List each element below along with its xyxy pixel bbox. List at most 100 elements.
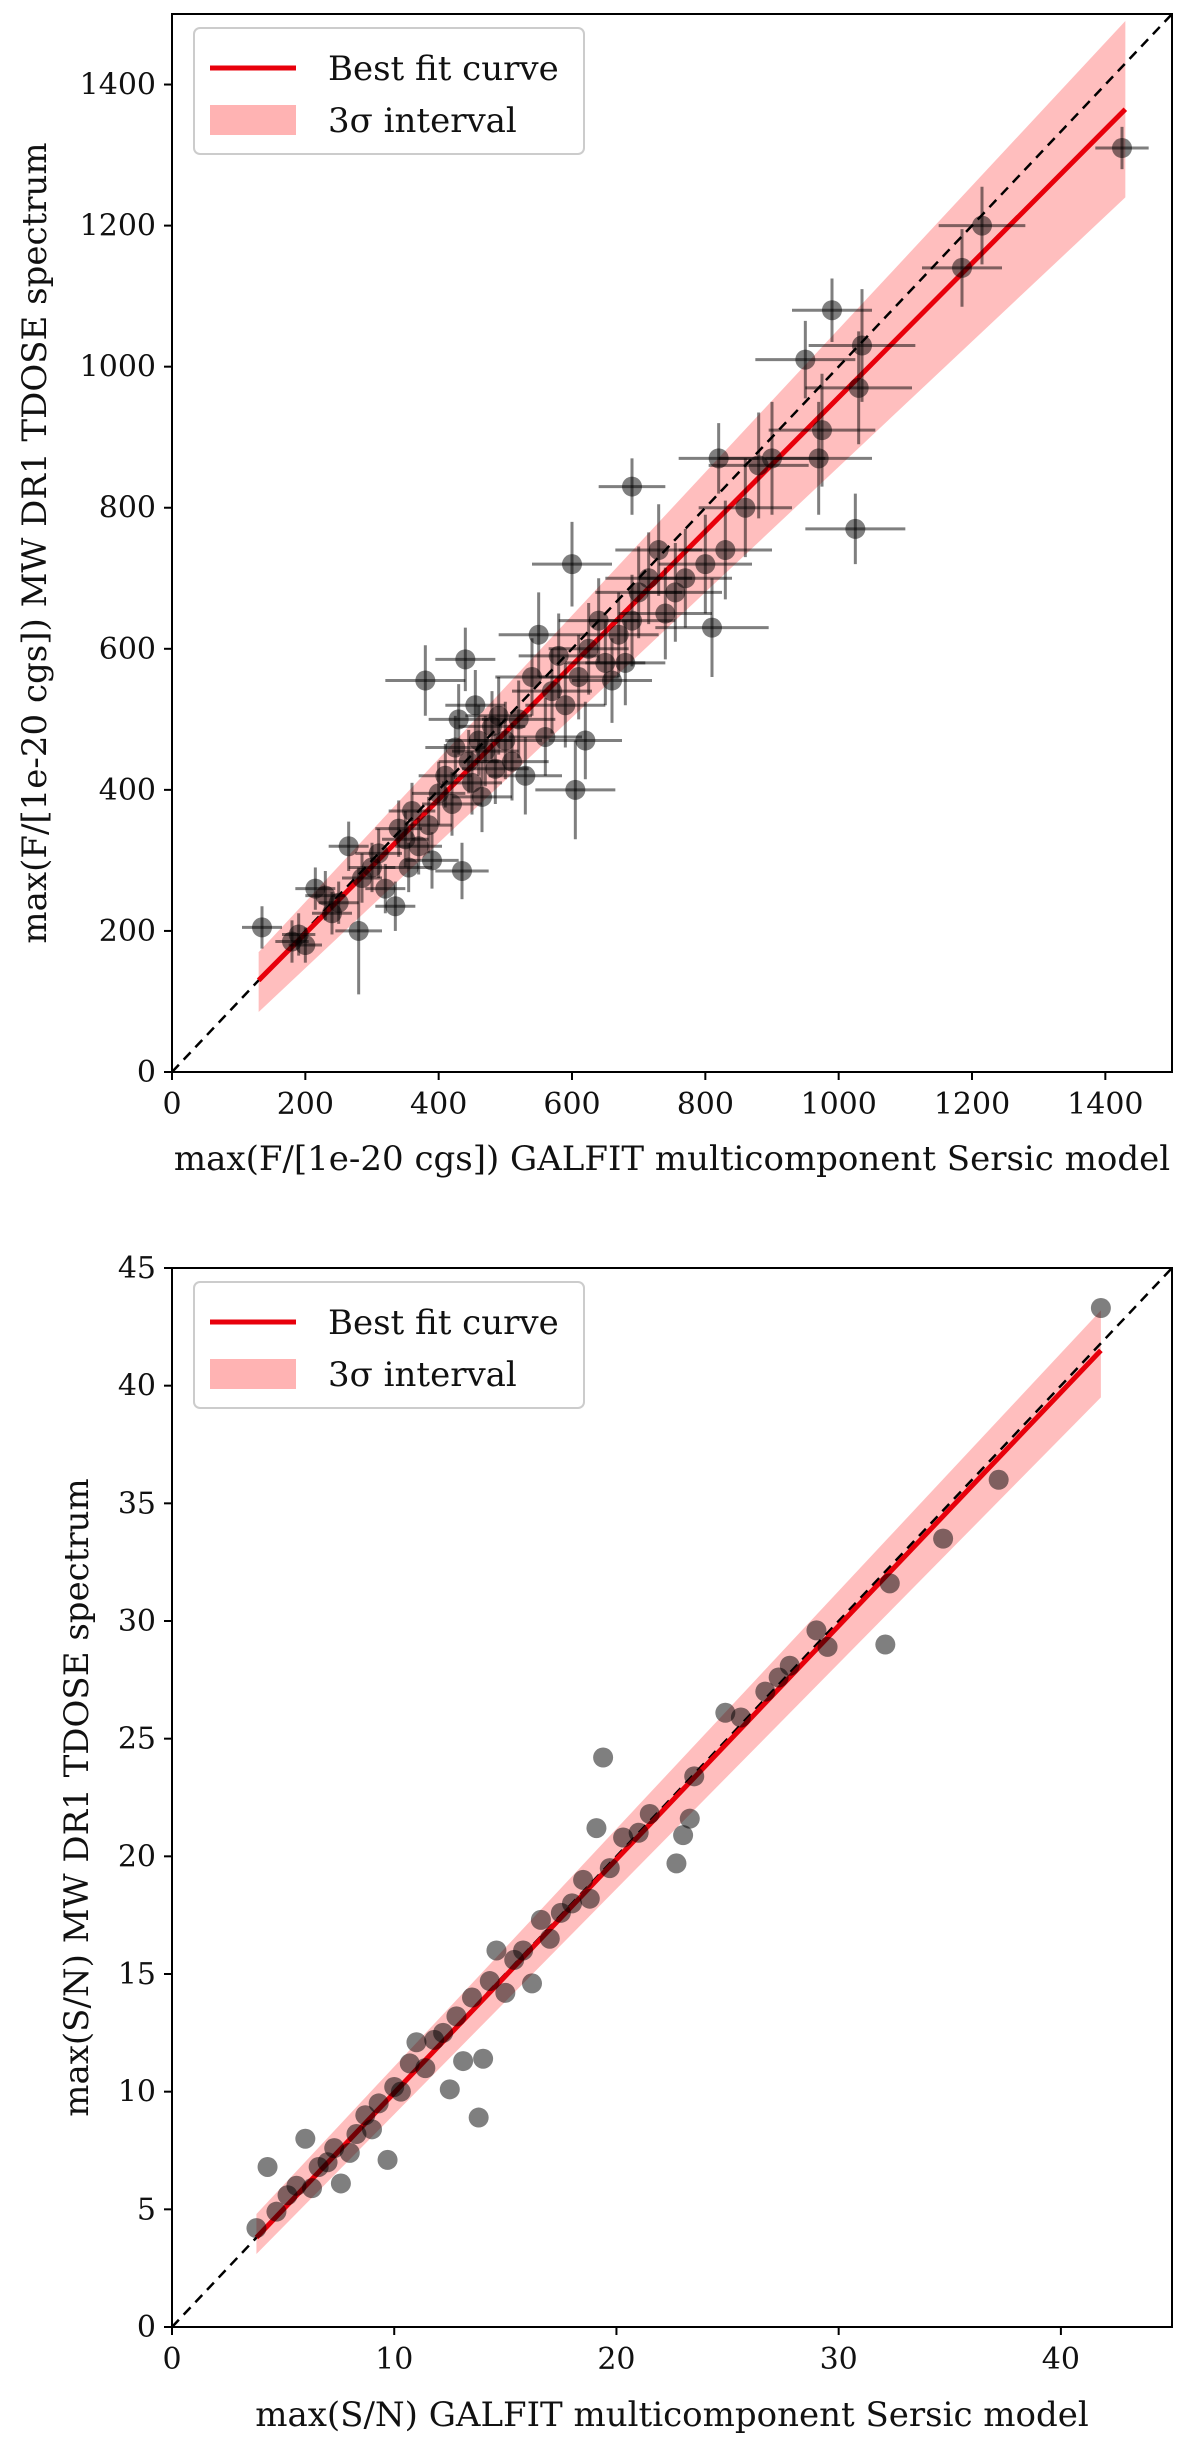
data-points <box>242 126 1149 995</box>
data-point <box>368 2093 389 2114</box>
data-point <box>648 540 669 561</box>
data-point <box>548 645 569 666</box>
data-point <box>252 917 272 938</box>
data-point <box>375 878 396 899</box>
data-point <box>266 2201 287 2222</box>
data-point <box>472 786 492 807</box>
data-point <box>615 652 636 673</box>
y-tick-label: 10 <box>118 2075 156 2110</box>
axis-ticks: 0 200 400 600 800 1000 1200 1400 0 200 400 600 800 10… <box>80 68 1144 1122</box>
data-point <box>808 448 829 469</box>
x-tick-label: 0 <box>162 2342 181 2377</box>
data-point <box>390 2081 411 2102</box>
data-point <box>666 1853 687 1874</box>
x-tick-label: 200 <box>277 1087 334 1122</box>
data-point <box>779 1655 800 1676</box>
data-point <box>812 420 832 441</box>
data-point <box>806 1620 827 1641</box>
x-axis-label: max(S/N) GALFIT multicomponent Sersic mo… <box>255 2395 1089 2435</box>
data-point <box>875 1634 896 1655</box>
data-point <box>439 2079 460 2100</box>
data-point <box>295 2128 316 2149</box>
data-point <box>579 1888 600 1909</box>
y-tick-label: 200 <box>99 914 156 949</box>
data-point <box>468 2107 489 2128</box>
data-point <box>628 1822 649 1843</box>
legend: Best fit curve 3σ interval <box>193 27 585 155</box>
data-point <box>485 758 506 779</box>
data-point <box>406 2032 427 2053</box>
data-point <box>602 670 622 691</box>
x-tick-label: 1000 <box>800 1087 876 1122</box>
x-tick-label: 40 <box>1042 2342 1080 2377</box>
data-point <box>565 779 586 800</box>
data-point <box>522 1973 542 1994</box>
data-point <box>377 2149 398 2170</box>
legend-label-fit: Best fit curve <box>328 49 559 89</box>
data-point <box>879 1573 900 1594</box>
y-axis-label: max(F/[1e-20 cgs]) MW DR1 TDOSE spectrum <box>15 142 55 943</box>
legend-band-swatch <box>210 105 296 135</box>
data-point <box>679 1808 700 1829</box>
data-point <box>348 920 369 941</box>
data-point <box>446 2006 467 2027</box>
x-tick-label: 30 <box>820 2342 858 2377</box>
y-tick-label: 600 <box>99 632 156 667</box>
data-point <box>539 1928 560 1949</box>
data-point <box>562 554 582 575</box>
legend-label-fit: Best fit curve <box>328 1303 559 1343</box>
data-point <box>599 1858 620 1879</box>
data-point <box>715 1702 736 1723</box>
y-tick-label: 1400 <box>80 68 156 103</box>
data-point <box>324 2138 345 2159</box>
legend: Best fit curve 3σ interval <box>193 1281 585 1409</box>
x-tick-label: 800 <box>677 1087 734 1122</box>
data-point <box>639 1803 660 1824</box>
axis-ticks: 0 10 20 30 40 0 5 10 15 20 25 30 35 40 45 <box>118 1251 1080 2377</box>
x-tick-label: 20 <box>597 2342 635 2377</box>
data-point <box>822 300 842 321</box>
data-point <box>453 2051 474 2072</box>
data-point <box>452 860 472 881</box>
x-tick-label: 1400 <box>1067 1087 1143 1122</box>
data-point <box>428 783 449 804</box>
data-point <box>613 1827 634 1848</box>
data-point <box>562 1893 582 1914</box>
data-point <box>462 772 482 793</box>
data-point <box>665 582 686 603</box>
best-fit-curve <box>256 107 1128 983</box>
x-axis-label: max(F/[1e-20 cgs]) GALFIT multicomponent… <box>174 1139 1170 1179</box>
legend-label-interval: 3σ interval <box>328 101 517 141</box>
data-point <box>735 497 756 518</box>
data-point <box>502 751 522 772</box>
data-point <box>362 2119 382 2140</box>
data-point <box>339 2142 360 2163</box>
data-point <box>852 335 872 356</box>
y-tick-label: 40 <box>118 1369 156 1404</box>
y-tick-label: 5 <box>137 2192 156 2227</box>
x-tick-label: 600 <box>543 1087 600 1122</box>
data-point <box>486 1940 507 1961</box>
data-point <box>346 2124 367 2145</box>
data-point <box>418 815 439 836</box>
y-tick-label: 45 <box>118 1251 156 1286</box>
data-point <box>402 801 422 822</box>
y-tick-label: 400 <box>99 773 156 808</box>
snr-comparison-panel: 0 10 20 30 40 0 5 10 15 20 25 30 35 40 45 Best fit cur… <box>57 1251 1173 2435</box>
legend-label-interval: 3σ interval <box>328 1355 517 1395</box>
data-point <box>415 2058 436 2079</box>
data-point <box>673 1825 694 1846</box>
data-point <box>933 1528 954 1549</box>
y-tick-label: 30 <box>118 1604 156 1639</box>
data-point <box>702 617 722 638</box>
data-point <box>433 2022 454 2043</box>
data-point <box>586 1818 607 1839</box>
data-point <box>462 1987 482 2008</box>
data-point <box>435 765 456 786</box>
data-point <box>473 2048 494 2069</box>
data-point <box>286 2175 307 2196</box>
data-point <box>578 638 599 659</box>
data-point <box>1112 138 1132 159</box>
data-point <box>715 540 736 561</box>
